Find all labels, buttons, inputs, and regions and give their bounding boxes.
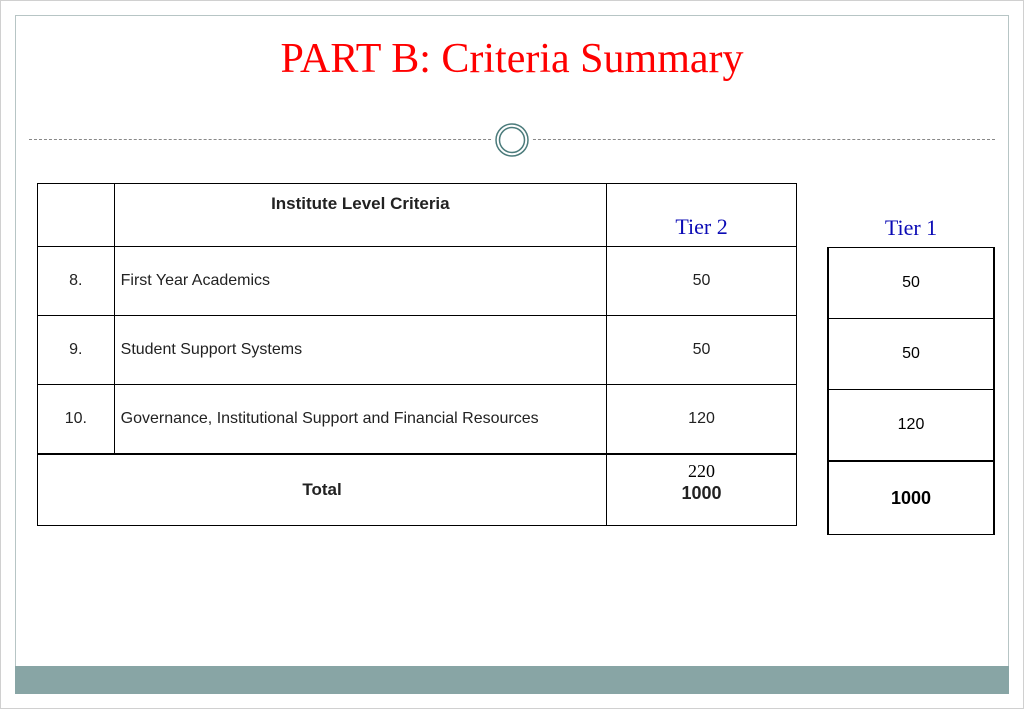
row-description: Student Support Systems [114, 316, 606, 385]
table-row: 9. Student Support Systems 50 [38, 316, 797, 385]
row-tier2-value: 120 [607, 385, 797, 455]
tier2-label: Tier 2 [607, 214, 796, 240]
table-row: 50 [828, 319, 994, 390]
total-tier2-grand: 1000 [607, 483, 796, 504]
tier1-header-row: Tier 1 [828, 183, 994, 248]
row-tier2-value: 50 [607, 247, 797, 316]
table-header-row: Institute Level Criteria Tier 2 [38, 184, 797, 247]
total-label: Total [38, 454, 607, 526]
criteria-table: Institute Level Criteria Tier 2 8. First… [37, 183, 797, 526]
row-tier2-value: 50 [607, 316, 797, 385]
row-number: 8. [38, 247, 115, 316]
row-tier1-value: 50 [828, 248, 994, 319]
row-tier1-value: 50 [828, 319, 994, 390]
table-row: 10. Governance, Institutional Support an… [38, 385, 797, 455]
tier1-label: Tier 1 [828, 215, 994, 241]
row-tier1-value: 120 [828, 390, 994, 462]
tier1-table: Tier 1 50 50 120 1000 [827, 183, 995, 535]
row-description: First Year Academics [114, 247, 606, 316]
table-row: 50 [828, 248, 994, 319]
header-blank [38, 184, 115, 247]
table-row: 120 [828, 390, 994, 462]
total-tier2-subtotal: 220 [607, 461, 796, 482]
header-tier2-cell: Tier 2 [607, 184, 797, 247]
tier1-total-row: 1000 [828, 461, 994, 535]
slide-title: PART B: Criteria Summary [1, 35, 1023, 83]
row-number: 9. [38, 316, 115, 385]
total-row: Total 220 1000 [38, 454, 797, 526]
tier1-header-cell: Tier 1 [828, 183, 994, 248]
divider-circle-icon [493, 121, 531, 159]
table-row: 8. First Year Academics 50 [38, 247, 797, 316]
header-title-cell: Institute Level Criteria [114, 184, 606, 247]
row-number: 10. [38, 385, 115, 455]
slide: PART B: Criteria Summary Institute Level… [0, 0, 1024, 709]
total-tier2-cell: 220 1000 [607, 454, 797, 526]
institute-criteria-label: Institute Level Criteria [115, 194, 606, 214]
row-description: Governance, Institutional Support and Fi… [114, 385, 606, 455]
footer-bar [15, 666, 1009, 694]
total-tier1-value: 1000 [828, 461, 994, 535]
